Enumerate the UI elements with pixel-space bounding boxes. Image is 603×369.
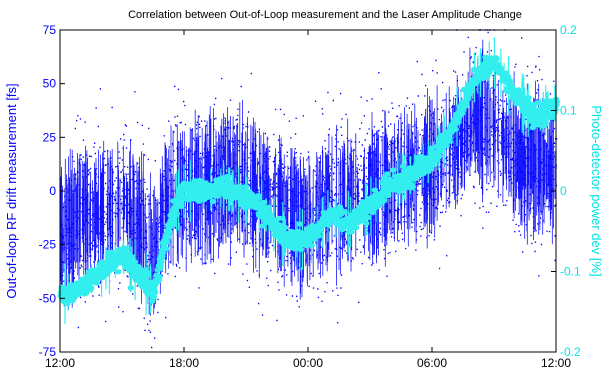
- y-tick-label-left: 0: [49, 184, 56, 198]
- y-axis-right-label: Photo-detector power dev [%]: [589, 105, 603, 276]
- y-tick-label-right: -0.1: [560, 265, 581, 279]
- x-tick-label: 00:00: [293, 356, 323, 369]
- y-tick-label-right: 0: [560, 184, 567, 198]
- x-tick-label: 18:00: [169, 356, 199, 369]
- y-tick-label-left: -75: [39, 345, 57, 359]
- series-photodetector-power: [57, 37, 560, 324]
- y-tick-label-left: 75: [43, 23, 57, 37]
- scatter-layer: [57, 29, 560, 349]
- axes-layer: 12:00 18:00 00:00 06:00 12:00 75 50 25 0 -25 -50 -7…: [39, 23, 581, 369]
- y-tick-label-left: -25: [39, 238, 57, 252]
- chart-title: Correlation between Out-of-Loop measurem…: [128, 9, 522, 21]
- x-tick-label: 12:00: [541, 356, 571, 369]
- y-tick-label-right: 0.1: [560, 104, 577, 118]
- y-axis-left-label: Out-of-loop RF drift measurement [fs]: [4, 83, 19, 298]
- y-tick-label-left: -50: [39, 291, 57, 305]
- y-tick-label-left: 50: [43, 77, 57, 91]
- x-tick-label: 06:00: [417, 356, 447, 369]
- y-tick-label-right: 0.2: [560, 23, 577, 37]
- x-tick-label: 12:00: [45, 356, 75, 369]
- y-tick-label-right: -0.2: [560, 345, 581, 359]
- y-tick-label-left: 25: [43, 130, 57, 144]
- scatter-spikes-cyan: [64, 37, 556, 324]
